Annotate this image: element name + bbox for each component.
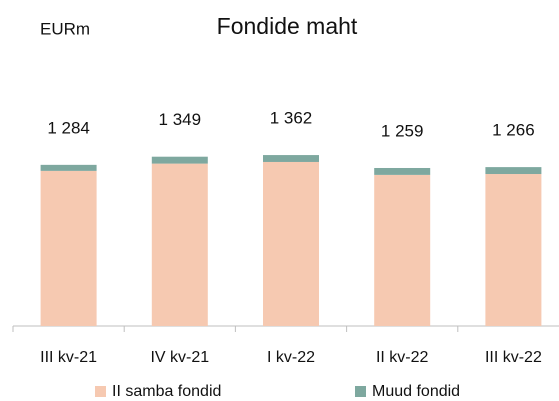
x-tick-label: I kv-22 (267, 349, 315, 366)
chart-title: Fondide maht (217, 13, 358, 39)
legend-label: II samba fondid (112, 383, 221, 400)
legend-swatch (355, 386, 366, 397)
x-tick-label: III kv-22 (485, 349, 542, 366)
unit-label: EURm (40, 19, 90, 38)
total-label: 1 349 (159, 110, 202, 129)
bar-segment (151, 163, 208, 326)
legend-swatch (95, 386, 106, 397)
total-label: 1 259 (381, 121, 424, 140)
legend-label: Muud fondid (372, 383, 460, 400)
bar-segment (374, 174, 431, 326)
bar-segment (485, 167, 542, 175)
total-label: 1 362 (270, 109, 313, 128)
bar-segment (40, 164, 97, 171)
bar-segment (485, 174, 542, 326)
x-tick-label: III kv-21 (40, 349, 97, 366)
bar-segment (40, 170, 97, 326)
total-label: 1 284 (47, 118, 90, 137)
bar-segment (151, 156, 208, 164)
bar-segment (263, 155, 319, 162)
bar-segment (263, 161, 319, 326)
x-tick-label: IV kv-21 (150, 349, 209, 366)
bar-segment (374, 167, 431, 175)
x-tick-label: II kv-22 (376, 349, 429, 366)
total-label: 1 266 (492, 121, 535, 140)
